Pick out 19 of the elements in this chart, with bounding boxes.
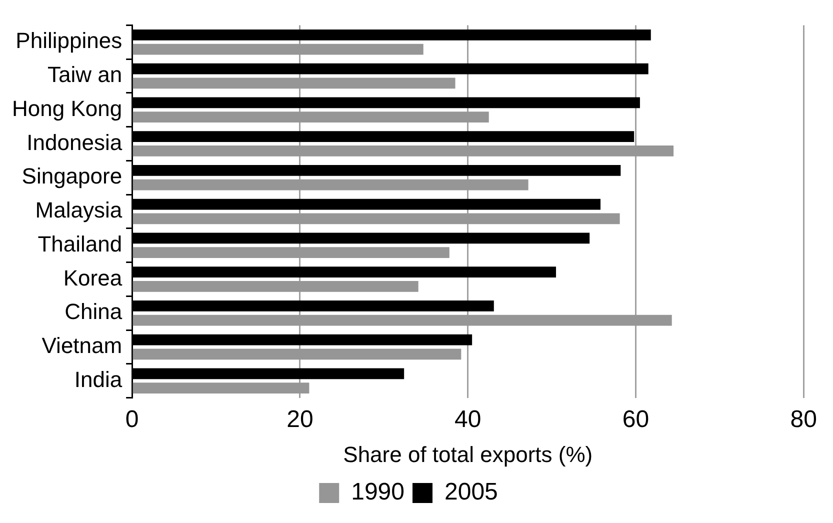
x-tick-label: 0 [125, 406, 139, 433]
y-tick-label: Philippines [16, 28, 122, 54]
y-tick-label: Indonesia [26, 130, 123, 155]
y-tick-label: Korea [63, 265, 123, 290]
y-tick-label: Singapore [22, 164, 122, 189]
x-tick-label: 20 [286, 406, 314, 433]
y-tick-label: China [64, 299, 123, 324]
y-tick-label: Hong Kong [12, 96, 122, 121]
y-tick-label: Malaysia [35, 198, 123, 223]
y-tick-label: Thailand [38, 231, 122, 256]
y-tick-label: Taiw an [47, 62, 122, 88]
y-tick-label: India [74, 366, 123, 392]
x-tick-label: 40 [454, 406, 482, 433]
y-tick-label: Vietnam [42, 333, 122, 358]
x-axis-title: Share of total exports (%) [343, 442, 593, 467]
legend-label: 2005 [444, 478, 498, 506]
x-tick-label: 80 [790, 406, 818, 433]
legend-label: 1990 [351, 478, 404, 506]
x-tick-label: 60 [622, 406, 650, 433]
